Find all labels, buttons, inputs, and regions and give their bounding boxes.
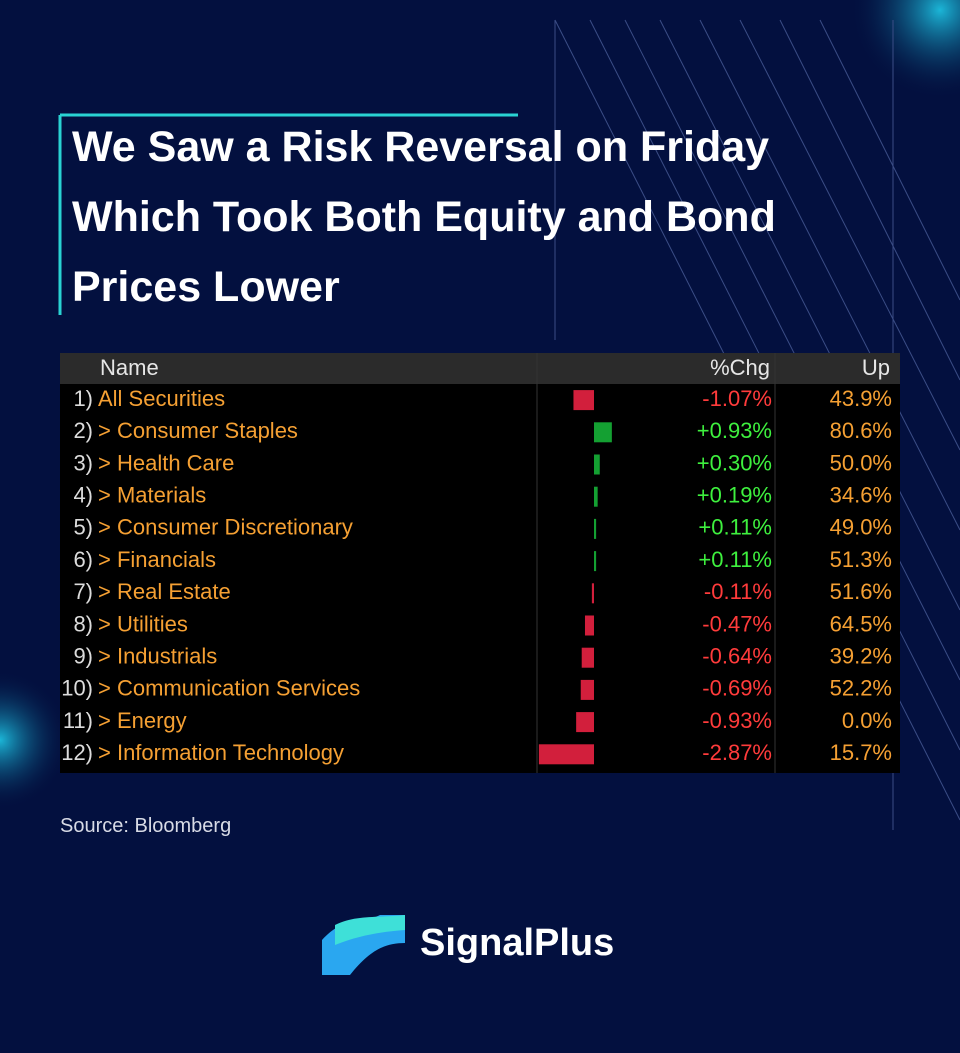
title-bracket <box>58 113 518 315</box>
chg-bar <box>573 390 594 411</box>
chg-label: +0.11% <box>698 515 772 540</box>
header-cell: Up <box>862 355 890 380</box>
chg-bar <box>580 679 594 700</box>
row-name: > Information Technology <box>98 740 344 765</box>
row-index: 6) <box>73 547 93 572</box>
chg-label: +0.30% <box>697 450 772 475</box>
logo-icon <box>322 915 405 975</box>
row-name: > Consumer Discretionary <box>98 515 353 540</box>
chg-bar <box>594 454 600 475</box>
header-cell: Name <box>100 355 159 380</box>
chg-label: -0.93% <box>702 708 772 733</box>
chg-bar <box>594 551 597 572</box>
chg-label: -0.47% <box>702 611 772 636</box>
up-value: 43.9% <box>830 386 892 411</box>
row-name: > Financials <box>98 547 216 572</box>
row-index: 10) <box>61 676 93 701</box>
chg-label: +0.19% <box>697 483 772 508</box>
up-value: 64.5% <box>830 611 892 636</box>
row-index: 4) <box>73 483 93 508</box>
chg-label: +0.93% <box>697 418 772 443</box>
chg-label: -0.11% <box>704 579 772 604</box>
row-index: 2) <box>73 418 93 443</box>
row-name: > Consumer Staples <box>98 418 298 443</box>
row-name: > Materials <box>98 483 206 508</box>
source: Source: Bloomberg <box>60 815 232 837</box>
up-value: 50.0% <box>830 450 892 475</box>
up-value: 0.0% <box>842 708 892 733</box>
row-index: 12) <box>61 740 93 765</box>
row-index: 8) <box>73 611 93 636</box>
chg-label: +0.11% <box>698 547 772 572</box>
chg-bar <box>594 422 612 443</box>
up-value: 80.6% <box>830 418 892 443</box>
chg-bar <box>591 583 594 604</box>
chg-bar <box>594 518 597 539</box>
header-bg <box>60 353 900 384</box>
chg-label: -1.07% <box>702 386 772 411</box>
row-index: 11) <box>63 708 93 733</box>
glow <box>850 0 960 100</box>
row-name: > Energy <box>98 708 187 733</box>
up-value: 51.6% <box>830 579 892 604</box>
row-name: > Health Care <box>98 450 234 475</box>
row-index: 1) <box>73 386 93 411</box>
up-value: 52.2% <box>830 676 892 701</box>
up-value: 51.3% <box>830 547 892 572</box>
chg-label: -2.87% <box>702 740 772 765</box>
title: We Saw a Risk Reversal on Friday Which T… <box>72 123 776 311</box>
chg-bar <box>584 615 594 636</box>
row-name: > Real Estate <box>98 579 231 604</box>
chg-bar <box>538 744 594 765</box>
up-value: 49.0% <box>830 515 892 540</box>
row-name: > Industrials <box>98 644 217 669</box>
chg-label: -0.64% <box>702 644 772 669</box>
header-cell: %Chg <box>710 355 770 380</box>
up-value: 34.6% <box>830 483 892 508</box>
chg-bar <box>594 486 598 507</box>
row-name: > Utilities <box>98 611 188 636</box>
chg-bar <box>581 647 594 668</box>
up-value: 39.2% <box>830 644 892 669</box>
table-bg <box>60 353 900 773</box>
row-index: 9) <box>73 644 93 669</box>
row-index: 7) <box>73 579 93 604</box>
glow <box>0 670 70 810</box>
row-index: 5) <box>73 515 93 540</box>
chg-label: -0.69% <box>702 676 772 701</box>
row-name: All Securities <box>98 386 225 411</box>
chg-bar <box>576 712 594 733</box>
brand: SignalPlus <box>420 922 615 964</box>
table: Name %Chg Up 1) All Securities -1.07% 43.9%… <box>60 353 900 773</box>
row-name: > Communication Services <box>98 676 360 701</box>
up-value: 15.7% <box>830 740 892 765</box>
row-index: 3) <box>73 450 93 475</box>
